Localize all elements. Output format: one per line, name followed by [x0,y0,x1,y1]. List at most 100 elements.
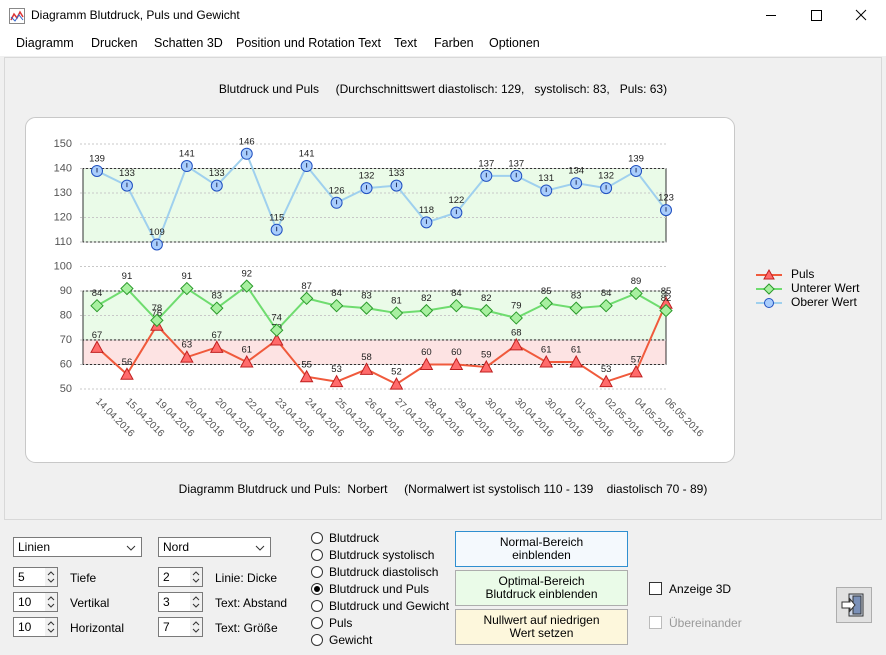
data-point [359,362,374,375]
legend-label: Unterer Wert [791,281,860,295]
legend-marker [763,268,775,280]
dropdown-value: Linien [18,540,51,554]
chart-caption: Diagramm Blutdruck und Puls: Norbert (No… [179,482,708,496]
data-label: 76 [152,308,163,319]
y-tick-label: 50 [60,383,72,395]
radio-button[interactable] [311,600,323,612]
spinner[interactable]: 10 [13,592,58,612]
menu-item[interactable]: Farben [434,36,474,50]
spinner[interactable]: 10 [13,617,58,637]
radio-label[interactable]: Blutdruck diastolisch [329,565,439,579]
y-tick-label: 120 [54,211,72,223]
data-point [570,177,583,190]
checkbox-label[interactable]: Anzeige 3D [669,582,732,596]
data-label: 137 [478,158,494,169]
data-label: 133 [119,168,135,179]
radio-label[interactable]: Blutdruck und Gewicht [329,599,450,613]
data-point [239,355,254,368]
data-label: 126 [329,185,345,196]
spinner[interactable]: 2 [158,567,203,587]
data-label: 84 [331,288,342,299]
data-label: 53 [601,364,612,375]
data-label: 83 [212,291,223,302]
spinner[interactable]: 7 [158,617,203,637]
data-point [599,298,613,313]
chart-title: Blutdruck und Puls (Durchschnittswert di… [219,82,667,96]
spinner-arrows[interactable] [190,618,202,636]
data-point [420,216,433,229]
data-point [629,364,643,378]
radio-label[interactable]: Blutdruck [329,531,380,545]
data-point [90,340,104,353]
data-point [300,160,313,173]
data-label: 61 [571,345,582,356]
radio-label[interactable]: Blutdruck und Puls [329,582,430,596]
data-label: 82 [661,293,672,304]
data-point [120,281,134,296]
spinner-arrows[interactable] [190,568,202,586]
spinner[interactable]: 3 [158,592,203,612]
exit-button[interactable] [836,587,872,623]
data-point [389,377,404,390]
radio-button[interactable] [311,617,323,629]
data-label: 137 [508,158,524,169]
legend-marker [763,283,775,295]
data-label: 78 [152,303,163,314]
data-point [569,301,583,315]
spinner-arrows[interactable] [190,593,202,611]
button-label: Nullwert auf niedrigen Wert setzen [483,613,600,640]
data-label: 118 [419,205,434,216]
data-point [240,147,253,160]
data-point [449,298,464,313]
menu-item[interactable]: Schatten 3D [154,36,223,50]
data-point [360,182,373,195]
button[interactable]: Normal-Bereich einblenden [455,531,628,567]
radio-button[interactable] [311,583,323,595]
y-tick-label: 60 [60,358,72,370]
menu-item[interactable]: Optionen [489,36,540,50]
data-point [510,169,523,182]
legend-label: Oberer Wert [791,295,857,309]
radio-label[interactable]: Puls [329,616,353,630]
spinner-label: Tiefe [70,571,97,585]
radio-button[interactable] [311,532,323,544]
spinner-arrows[interactable] [45,593,57,611]
data-label: 133 [209,168,225,179]
data-label: 141 [179,149,195,160]
dropdown[interactable]: Nord [158,537,271,557]
menu-item[interactable]: Position und Rotation Text [236,36,382,50]
radio-label[interactable]: Gewicht [329,633,373,647]
button[interactable]: Optimal-Bereich Blutdruck einblenden [455,570,628,606]
data-label: 132 [598,171,614,182]
radio-button[interactable] [311,549,323,561]
spinner-value: 5 [18,570,25,584]
data-label: 139 [628,153,644,164]
window-controls[interactable] [750,0,886,31]
button-label: Optimal-Bereich Blutdruck einblenden [485,574,598,601]
radio-button[interactable] [311,634,323,646]
data-point [329,374,344,388]
data-point [269,323,284,337]
data-label: 61 [241,345,252,356]
data-label: 67 [92,330,103,341]
radio-button[interactable] [311,566,323,578]
spinner-arrows[interactable] [45,568,57,586]
menu-item[interactable]: Text [394,36,417,50]
data-label: 109 [149,227,165,238]
button[interactable]: Nullwert auf niedrigen Wert setzen [455,609,628,645]
menu-item[interactable]: Drucken [91,36,138,50]
spinner-arrows[interactable] [45,618,57,636]
menu-item[interactable]: Diagramm [16,36,74,50]
data-label: 53 [331,364,342,375]
radio-label[interactable]: Blutdruck systolisch [329,548,435,562]
checkbox[interactable] [649,582,662,595]
spinner-value: 10 [18,620,32,634]
dropdown[interactable]: Linien [13,537,142,557]
spinner-label: Linie: Dicke [215,571,278,585]
data-label: 115 [269,212,284,223]
spinner[interactable]: 5 [13,567,58,587]
data-point [509,311,523,325]
data-point [540,184,553,197]
data-label: 91 [182,271,193,282]
